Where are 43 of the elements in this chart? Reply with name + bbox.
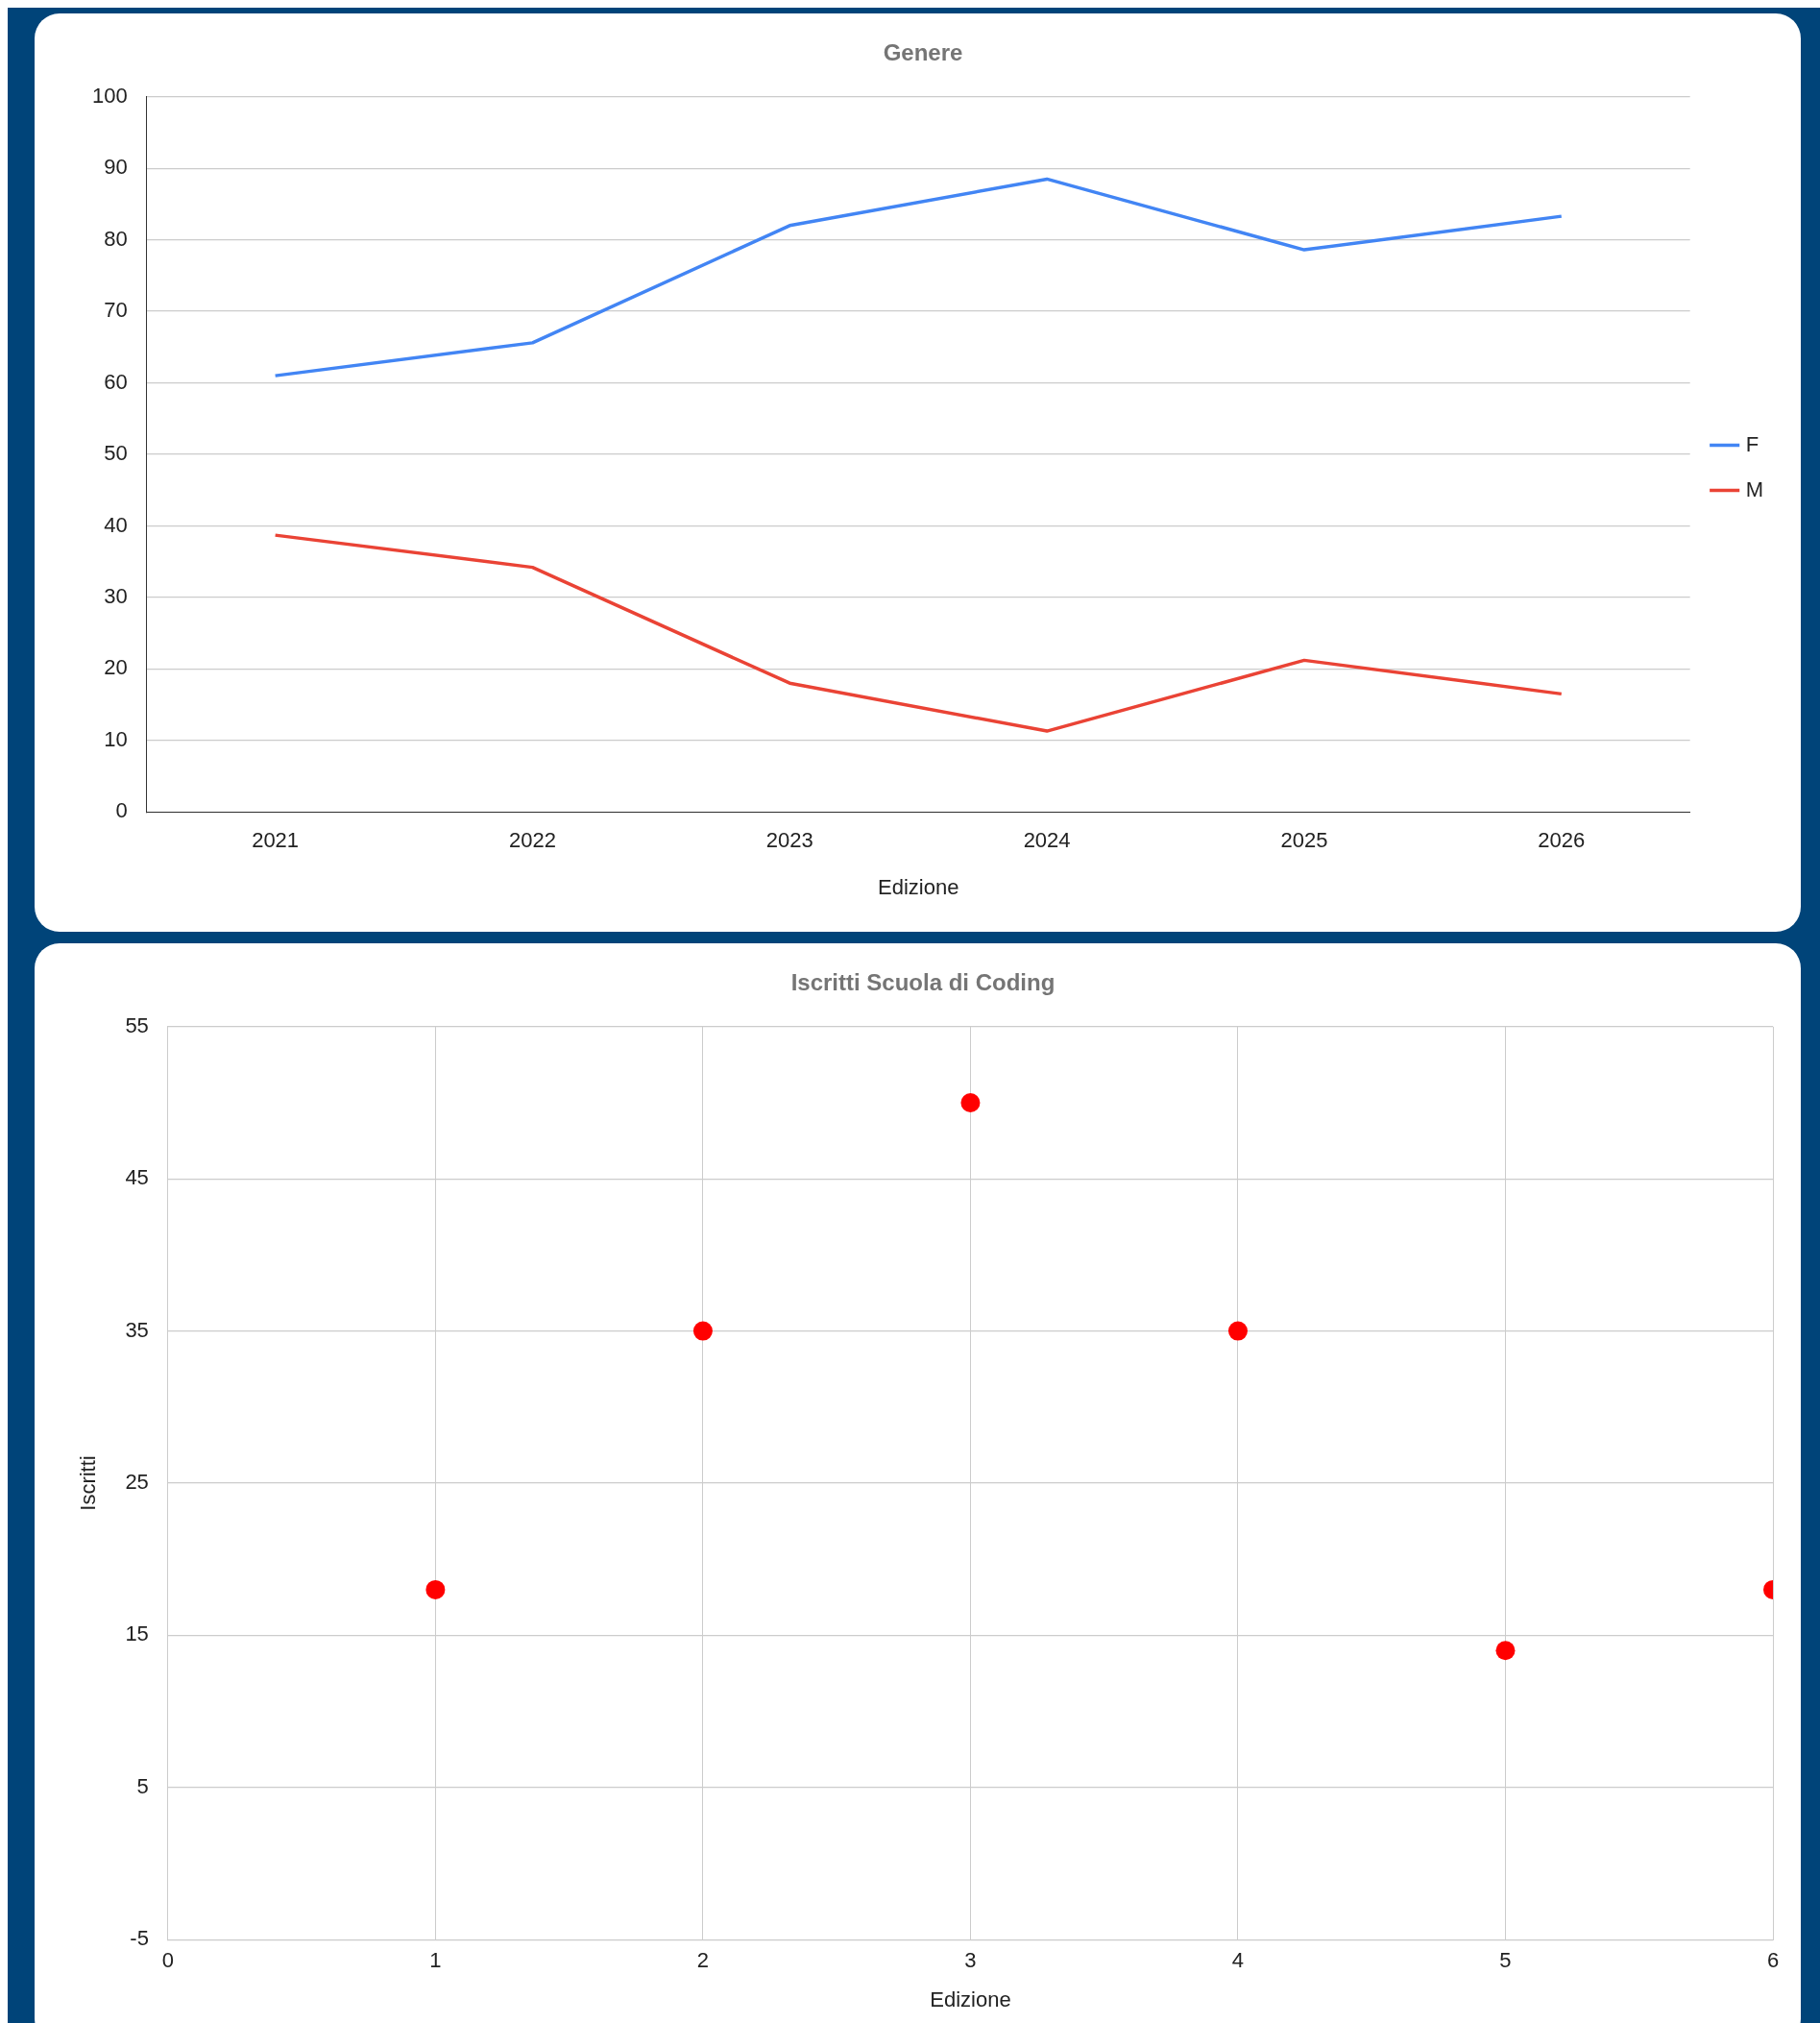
y-tick-label: 50 xyxy=(104,441,128,466)
y-axis-title: Iscritti xyxy=(76,1455,101,1511)
y-tick-label: 5 xyxy=(136,1773,149,1798)
y-tick-label: 0 xyxy=(115,798,128,823)
x-axis-title: Edizione xyxy=(877,874,959,899)
x-tick-label: 6 xyxy=(1766,1948,1780,1973)
legend-label: M xyxy=(1745,476,1763,501)
y-tick-label: 40 xyxy=(104,512,128,537)
x-axis-title: Edizione xyxy=(930,1986,1011,2011)
x-tick-label: 1 xyxy=(429,1948,442,1973)
y-tick-label: 55 xyxy=(125,1012,149,1037)
y-tick-label: 10 xyxy=(104,726,128,751)
chart-title: Iscritti Scuola di Coding xyxy=(790,969,1056,996)
x-tick-label: 2024 xyxy=(1023,828,1071,853)
x-tick-label: 5 xyxy=(1499,1948,1512,1973)
point xyxy=(425,1579,446,1599)
legend-label: F xyxy=(1745,431,1759,456)
x-tick-label: 2023 xyxy=(765,828,813,853)
x-tick-label: 0 xyxy=(161,1948,174,1973)
x-tick-label: 2022 xyxy=(508,828,556,853)
x-tick-label: 4 xyxy=(1231,1948,1245,1973)
x-tick-label: 2025 xyxy=(1280,828,1328,853)
point xyxy=(960,1093,981,1112)
x-tick-label: 3 xyxy=(964,1948,977,1973)
x-tick-label: 2021 xyxy=(252,828,300,853)
y-tick-label: -5 xyxy=(130,1926,149,1951)
x-tick-label: 2026 xyxy=(1538,828,1586,853)
y-tick-label: 15 xyxy=(125,1621,149,1646)
x-tick-label: 2 xyxy=(696,1948,710,1973)
y-tick-label: 100 xyxy=(91,83,128,108)
point xyxy=(1227,1321,1248,1341)
y-tick-label: 25 xyxy=(125,1470,149,1495)
y-tick-label: 45 xyxy=(125,1165,149,1190)
point xyxy=(692,1321,713,1341)
chart-title: Genere xyxy=(883,39,963,66)
y-tick-label: 35 xyxy=(125,1317,149,1342)
y-tick-label: 70 xyxy=(104,298,128,323)
y-tick-label: 60 xyxy=(104,369,128,394)
y-tick-label: 20 xyxy=(104,655,128,680)
y-tick-label: 80 xyxy=(104,226,128,251)
y-tick-label: 30 xyxy=(104,583,128,608)
y-tick-label: 90 xyxy=(104,155,128,180)
point xyxy=(1495,1641,1516,1661)
